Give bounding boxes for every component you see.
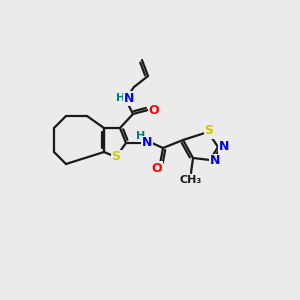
- Text: N: N: [124, 92, 134, 104]
- Text: O: O: [149, 103, 159, 116]
- Text: CH₃: CH₃: [180, 175, 202, 185]
- Text: H: H: [116, 93, 126, 103]
- Text: S: S: [112, 151, 121, 164]
- Text: O: O: [152, 161, 162, 175]
- Text: S: S: [205, 124, 214, 137]
- Text: H: H: [136, 131, 146, 141]
- Text: N: N: [219, 140, 229, 154]
- Text: N: N: [210, 154, 220, 167]
- Text: N: N: [142, 136, 152, 149]
